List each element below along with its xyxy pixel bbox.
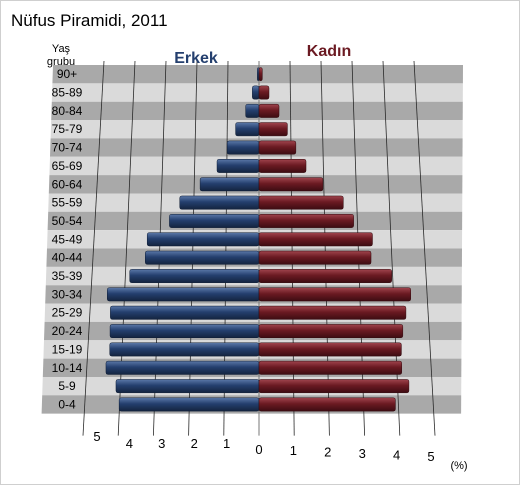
legend-erkek: Erkek bbox=[174, 50, 218, 67]
bars bbox=[105, 67, 411, 412]
category-label: 75-79 bbox=[52, 122, 83, 136]
category-label: 60-64 bbox=[52, 177, 83, 191]
tick-label: 4 bbox=[126, 436, 133, 451]
bar-erkek bbox=[235, 122, 260, 137]
bar-erkek bbox=[146, 232, 260, 247]
category-label: 0-4 bbox=[58, 397, 76, 411]
category-label: 50-54 bbox=[52, 214, 83, 228]
bar-kadin bbox=[258, 250, 372, 265]
bar-kadin bbox=[258, 379, 410, 394]
bar-kadin bbox=[258, 85, 270, 100]
category-label: 20-24 bbox=[52, 324, 83, 338]
category-label: 85-89 bbox=[52, 86, 83, 100]
bar-erkek bbox=[105, 360, 260, 375]
bar-kadin bbox=[258, 324, 404, 338]
tick-label: 2 bbox=[191, 436, 198, 451]
bar-kadin bbox=[258, 67, 263, 82]
category-label: 55-59 bbox=[52, 196, 83, 210]
bar-erkek bbox=[226, 140, 260, 155]
bar-kadin bbox=[258, 269, 392, 283]
tick-label: 5 bbox=[93, 429, 100, 444]
bar-erkek bbox=[129, 269, 260, 283]
bar-erkek bbox=[118, 397, 260, 412]
bar-kadin bbox=[258, 177, 324, 192]
x-unit-label: (%) bbox=[450, 460, 467, 472]
ylabel-line-1: Yaş bbox=[52, 43, 71, 55]
category-label: 25-29 bbox=[52, 306, 83, 320]
category-label: 10-14 bbox=[52, 361, 83, 375]
bar-kadin bbox=[258, 360, 402, 375]
tick-label: 5 bbox=[427, 449, 434, 464]
bar-kadin bbox=[258, 342, 402, 357]
bar-erkek bbox=[252, 85, 260, 100]
tick-label: 1 bbox=[290, 443, 297, 458]
bar-erkek bbox=[216, 159, 260, 173]
tick-label: 2 bbox=[324, 445, 331, 460]
bar-erkek bbox=[109, 342, 260, 357]
category-labels: 90+ 85-89 80-84 75-79 70-74 65-69 60-64 55-59 50… bbox=[52, 67, 83, 411]
bar-erkek bbox=[145, 250, 260, 265]
category-label: 40-44 bbox=[52, 251, 83, 265]
bar-kadin bbox=[258, 122, 288, 137]
tick-labels: 5 4 3 2 1 0 1 2 3 4 5 bbox=[93, 429, 434, 464]
category-label: 80-84 bbox=[52, 104, 83, 118]
ylabel-line-2: grubu bbox=[47, 56, 75, 68]
grid-line bbox=[82, 60, 105, 436]
bar-erkek bbox=[199, 177, 260, 192]
tick-label: 0 bbox=[255, 442, 262, 457]
bar-kadin bbox=[258, 214, 354, 228]
chart-title: Nüfus Piramidi, 2011 bbox=[11, 11, 168, 30]
category-label: 30-34 bbox=[52, 287, 83, 301]
bar-kadin bbox=[258, 195, 344, 210]
tick-label: 1 bbox=[223, 436, 230, 451]
category-label: 15-19 bbox=[52, 342, 83, 356]
tick-label: 3 bbox=[158, 436, 165, 451]
bar-erkek bbox=[107, 287, 260, 302]
bar-kadin bbox=[258, 305, 407, 320]
category-label: 45-49 bbox=[52, 232, 83, 246]
bar-kadin bbox=[258, 397, 396, 412]
bar-erkek bbox=[109, 324, 260, 338]
bar-erkek bbox=[110, 305, 260, 320]
legend-kadin: Kadın bbox=[307, 43, 351, 60]
bar-kadin bbox=[258, 103, 280, 118]
category-label: 90+ bbox=[57, 67, 77, 81]
category-label: 5-9 bbox=[58, 379, 76, 393]
tick-label: 4 bbox=[393, 448, 400, 463]
tick-label: 3 bbox=[359, 446, 366, 461]
bar-kadin bbox=[258, 232, 373, 247]
bar-kadin bbox=[258, 287, 411, 302]
bar-erkek bbox=[169, 214, 260, 228]
bar-erkek bbox=[245, 103, 260, 118]
bar-kadin bbox=[258, 140, 297, 155]
bar-kadin bbox=[258, 159, 307, 173]
grid-line bbox=[413, 60, 436, 436]
bar-erkek bbox=[179, 195, 260, 210]
category-label: 70-74 bbox=[52, 141, 83, 155]
category-label: 35-39 bbox=[52, 269, 83, 283]
bar-erkek bbox=[115, 379, 260, 394]
category-label: 65-69 bbox=[52, 159, 83, 173]
